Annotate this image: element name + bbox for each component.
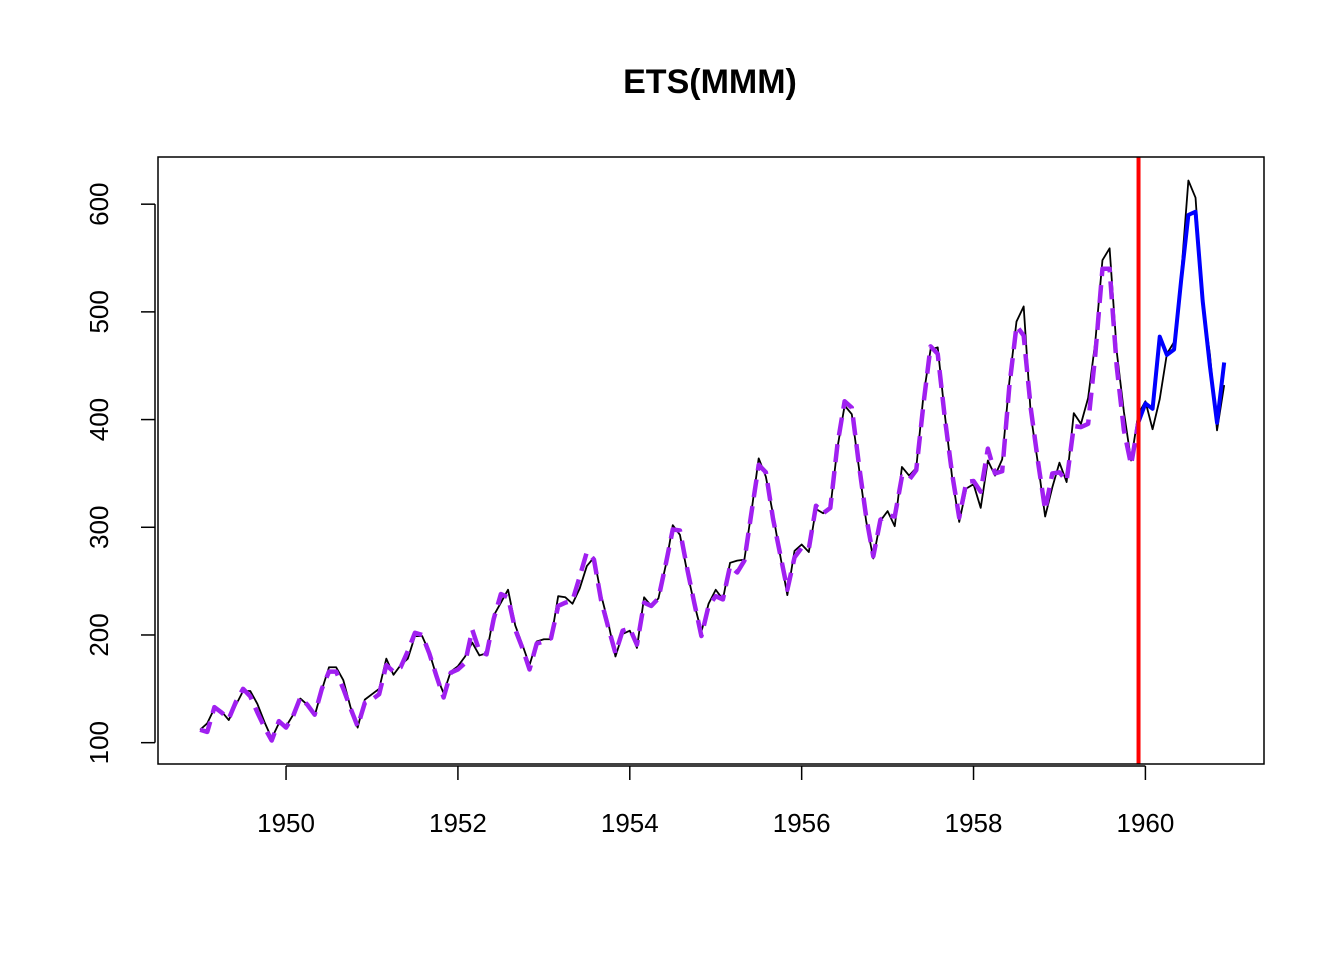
x-tick-label: 1958 [945, 808, 1003, 838]
x-tick-label: 1954 [601, 808, 659, 838]
x-tick-label: 1950 [257, 808, 315, 838]
plot-area [199, 157, 1227, 764]
x-tick-label: 1952 [429, 808, 487, 838]
series-line-0 [199, 179, 1226, 740]
y-tick-label: 600 [84, 182, 114, 225]
chart-title: ETS(MMM) [623, 63, 797, 101]
series-line-2 [1136, 209, 1227, 425]
y-tick-label: 300 [84, 506, 114, 549]
x-axis: 1950 1952 1954 1956 1958 1960 [257, 765, 1174, 838]
y-tick-label: 100 [84, 721, 114, 764]
x-tick-label: 1960 [1116, 808, 1174, 838]
plot-frame [157, 156, 1265, 765]
x-tick-label: 1956 [773, 808, 831, 838]
y-tick-label: 400 [84, 398, 114, 441]
y-tick-label: 200 [84, 613, 114, 656]
series-line-1 [199, 266, 1141, 743]
y-axis: 100 200 300 400 500 600 [84, 182, 156, 764]
y-tick-label: 500 [84, 290, 114, 333]
